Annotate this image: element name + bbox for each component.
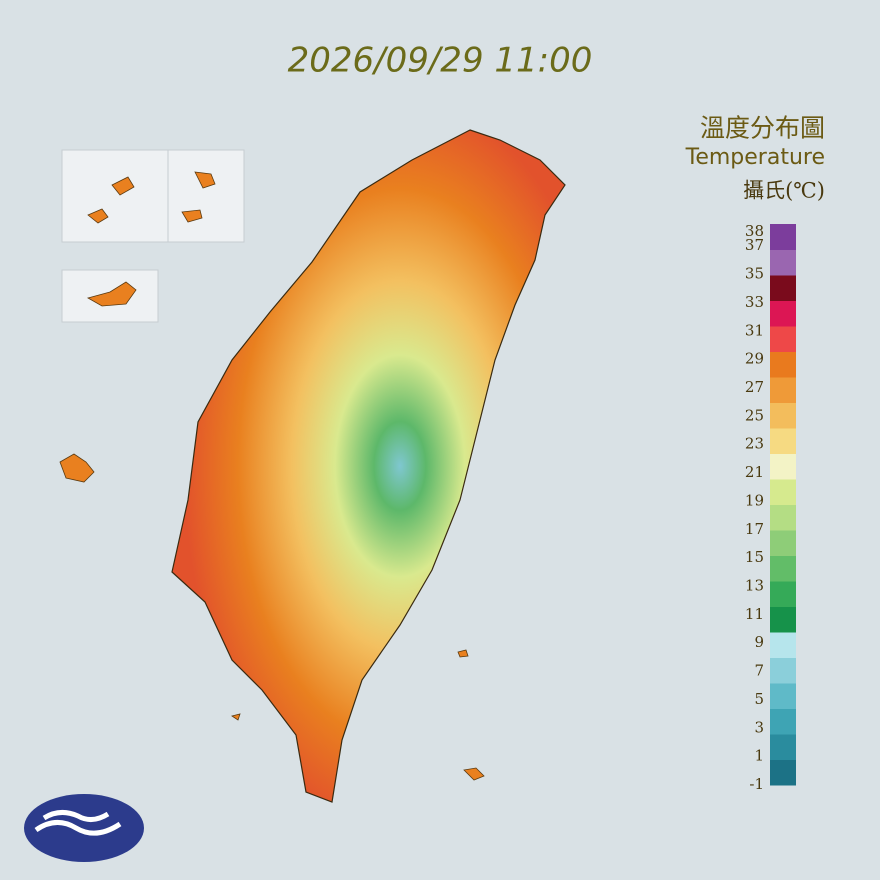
- legend-tick-label: 13: [745, 576, 764, 594]
- legend-title: 溫度分布圖: [700, 114, 825, 143]
- legend-tick-label: 35: [745, 265, 764, 283]
- legend-tick-label: 1: [754, 747, 764, 765]
- legend-tick-label: 27: [745, 378, 764, 396]
- legend-tick-label: 5: [754, 690, 764, 708]
- color-band: [770, 453, 796, 480]
- legend-tick-label: -1: [749, 775, 764, 793]
- insets: [59, 149, 485, 781]
- color-band: [770, 326, 796, 352]
- legend-tick-label: 11: [745, 605, 764, 623]
- color-band: [770, 351, 796, 378]
- color-band: [770, 708, 796, 735]
- color-band: [770, 759, 796, 786]
- map-title: 2026/09/29 11:00: [288, 41, 593, 81]
- color-band: [770, 504, 796, 531]
- logo: [24, 794, 144, 862]
- islands: [86, 171, 216, 307]
- color-band: [770, 581, 796, 607]
- color-band: [770, 530, 796, 556]
- legend-tick-label: 3: [754, 718, 764, 736]
- legend-tick-label: 37: [745, 236, 764, 254]
- color-band: [770, 249, 796, 276]
- color-band: [770, 428, 796, 454]
- legend-unit: 攝氏(℃): [743, 179, 825, 203]
- legend-tick-label: 38: [745, 222, 764, 240]
- legend-tick-label: 7: [754, 662, 764, 680]
- color-band: [770, 300, 796, 327]
- color-band: [770, 734, 796, 760]
- color-band: [770, 224, 796, 250]
- legend-tick-label: 17: [745, 520, 764, 538]
- legend-tick-label: 31: [745, 321, 764, 339]
- legend-tick-label: 23: [745, 435, 764, 453]
- color-band: [770, 683, 796, 709]
- islands: [59, 453, 485, 781]
- color-band: [770, 632, 796, 658]
- legend-tick-label: 29: [745, 350, 764, 368]
- legend-tick-label: 9: [754, 633, 764, 651]
- legend-tick-label: 19: [745, 491, 764, 509]
- color-band: [770, 275, 796, 301]
- color-band: [770, 377, 796, 403]
- legend-tick-label: 33: [745, 293, 764, 311]
- color-band: [770, 657, 796, 684]
- color-band: [770, 479, 796, 505]
- color-band: [770, 402, 796, 429]
- legend-subtitle: Temperature: [685, 145, 825, 170]
- legend-tick-label: 25: [745, 406, 764, 424]
- inset-box: [61, 149, 245, 243]
- legend-tick-label: 15: [745, 548, 764, 566]
- legend-tick-label: 21: [745, 463, 764, 481]
- color-band: [770, 606, 796, 633]
- color-band: [770, 555, 796, 582]
- taiwan: [171, 129, 566, 803]
- logo-swirl: [34, 810, 122, 836]
